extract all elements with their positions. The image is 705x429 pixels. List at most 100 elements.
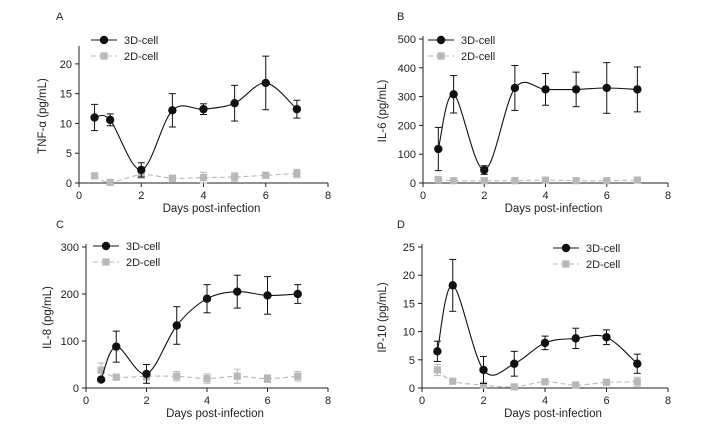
data-point	[541, 339, 549, 347]
data-point	[511, 84, 519, 92]
y-tick-label: 10	[403, 327, 415, 339]
panel-letter: D	[397, 219, 405, 231]
legend-marker	[437, 52, 444, 59]
legend-label: 3D-cell	[126, 241, 160, 253]
legend: 3D-cell 2D-cell	[91, 35, 158, 63]
series-line	[438, 82, 637, 170]
legend-marker	[100, 52, 107, 59]
x-tick-label: 2	[480, 395, 486, 407]
y-axis-label: IL-8 (pg/mL)	[42, 286, 54, 349]
data-point	[449, 281, 457, 289]
x-axis-label: Days post-infection	[504, 408, 602, 420]
y-tick-label: 200	[61, 289, 79, 301]
data-point	[262, 79, 270, 87]
x-axis-label: Days post-infection	[166, 408, 264, 420]
data-point	[264, 375, 271, 382]
x-tick-label: 2	[143, 395, 149, 407]
x-tick-label: 0	[76, 190, 82, 202]
y-tick-label: 400	[398, 63, 416, 75]
series-2d-cell	[98, 363, 302, 383]
data-point	[107, 179, 114, 186]
data-point	[634, 378, 641, 385]
data-point	[435, 176, 442, 183]
panel-letter: C	[56, 219, 64, 231]
series-3d-cell	[433, 259, 641, 383]
x-tick-label: 4	[542, 190, 548, 202]
data-point	[481, 177, 488, 184]
x-tick-label: 0	[83, 395, 89, 407]
chart-panel-A: A0 2 4 6 805101520Days post-infectionTNF-α (…	[37, 11, 331, 215]
y-tick-label: 25	[403, 242, 415, 254]
y-axis-label: IP-10 (pg/mL)	[377, 282, 389, 352]
x-tick-label: 8	[665, 190, 671, 202]
x-tick-label: 2	[138, 190, 144, 202]
data-point	[449, 90, 457, 98]
y-tick-label: 20	[403, 270, 415, 282]
x-tick-label: 6	[604, 190, 610, 202]
x-tick-label: 8	[325, 190, 331, 202]
data-point	[603, 84, 611, 92]
data-point	[293, 170, 300, 177]
data-point	[203, 295, 211, 303]
data-point	[434, 366, 441, 373]
y-tick-label: 500	[398, 34, 416, 46]
x-tick-label: 4	[204, 395, 210, 407]
series-3d-cell	[97, 275, 302, 384]
data-point	[603, 177, 610, 184]
data-point	[231, 173, 238, 180]
y-tick-label: 0	[410, 178, 416, 190]
data-point	[230, 99, 238, 107]
data-point	[603, 379, 610, 386]
x-axis-label: Days post-infection	[505, 203, 603, 215]
data-point	[90, 113, 98, 121]
y-tick-label: 300	[398, 92, 416, 104]
x-tick-label: 8	[665, 395, 671, 407]
legend-label: 2D-cell	[586, 259, 620, 271]
y-tick-label: 5	[409, 355, 415, 367]
x-tick-label: 0	[420, 190, 426, 202]
data-point	[511, 383, 518, 390]
data-point	[633, 85, 641, 93]
legend-label: 2D-cell	[124, 51, 158, 63]
legend-marker	[562, 260, 569, 267]
data-point	[449, 378, 456, 385]
data-point	[479, 366, 487, 374]
data-point	[293, 105, 301, 113]
y-tick-label: 0	[409, 383, 415, 395]
chart-panel-D: D0 2 4 6 80510152025Days post-infectionIP-10…	[377, 219, 671, 420]
data-point	[173, 321, 181, 329]
data-point	[634, 177, 641, 184]
data-point	[113, 374, 120, 381]
legend-marker	[562, 244, 570, 252]
panel-letter: B	[397, 11, 404, 23]
data-point	[572, 382, 579, 389]
data-point	[572, 85, 580, 93]
x-tick-label: 6	[264, 395, 270, 407]
y-tick-label: 10	[60, 118, 72, 130]
data-point	[541, 85, 549, 93]
data-point	[294, 290, 302, 298]
figure: A0 2 4 6 805101520Days post-infectionTNF-α (…	[0, 0, 705, 429]
legend: 3D-cell 2D-cell	[428, 35, 495, 63]
y-tick-label: 100	[398, 149, 416, 161]
data-point	[234, 373, 241, 380]
legend-label: 2D-cell	[126, 257, 160, 269]
legend: 3D-cell 2D-cell	[553, 243, 620, 271]
legend-label: 3D-cell	[124, 35, 158, 47]
x-tick-label: 6	[263, 190, 269, 202]
data-point	[541, 378, 548, 385]
data-point	[203, 375, 210, 382]
y-tick-label: 100	[61, 336, 79, 348]
chart-panel-B: B 0 2 4 6 8 0 100 200 300 400 500 Days post-infectio…	[377, 11, 671, 215]
data-point	[91, 172, 98, 179]
x-tick-label: 8	[325, 395, 331, 407]
panel-letter: A	[56, 11, 64, 23]
y-tick-label: 15	[60, 89, 72, 101]
x-tick-label: 2	[481, 190, 487, 202]
data-point	[510, 360, 518, 368]
data-point	[434, 145, 442, 153]
series-3d-cell	[434, 63, 641, 175]
series-line	[95, 83, 297, 170]
legend: 3D-cell 2D-cell	[93, 241, 160, 269]
data-point	[106, 116, 114, 124]
